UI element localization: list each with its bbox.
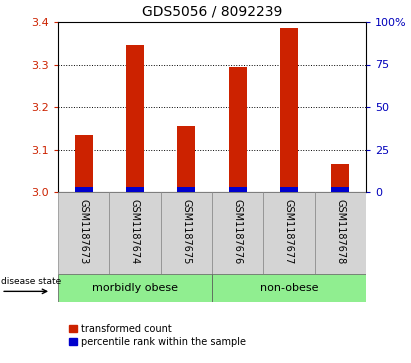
Bar — [212, 192, 263, 274]
Text: GSM1187678: GSM1187678 — [335, 199, 345, 264]
Bar — [178, 126, 195, 192]
Text: non-obese: non-obese — [260, 283, 318, 293]
Text: morbidly obese: morbidly obese — [92, 283, 178, 293]
Text: GSM1187677: GSM1187677 — [284, 199, 294, 264]
Bar — [331, 164, 349, 192]
Bar — [58, 274, 212, 302]
Bar — [109, 192, 161, 274]
Title: GDS5056 / 8092239: GDS5056 / 8092239 — [142, 4, 282, 18]
Bar — [229, 67, 247, 192]
Bar — [280, 28, 298, 192]
Text: disease state: disease state — [1, 277, 61, 286]
Bar — [331, 187, 349, 192]
Bar — [126, 187, 144, 192]
Text: GSM1187673: GSM1187673 — [79, 199, 89, 264]
Bar — [212, 274, 366, 302]
Bar — [58, 192, 109, 274]
Bar — [263, 192, 315, 274]
Bar — [229, 187, 247, 192]
Bar — [75, 187, 92, 192]
Bar — [315, 192, 366, 274]
Text: GSM1187674: GSM1187674 — [130, 199, 140, 264]
Legend: transformed count, percentile rank within the sample: transformed count, percentile rank withi… — [69, 324, 246, 347]
Bar — [75, 135, 92, 192]
Bar — [126, 45, 144, 192]
Bar — [161, 192, 212, 274]
Bar — [178, 187, 195, 192]
Text: GSM1187675: GSM1187675 — [181, 199, 192, 264]
Text: GSM1187676: GSM1187676 — [233, 199, 242, 264]
Bar — [280, 187, 298, 192]
